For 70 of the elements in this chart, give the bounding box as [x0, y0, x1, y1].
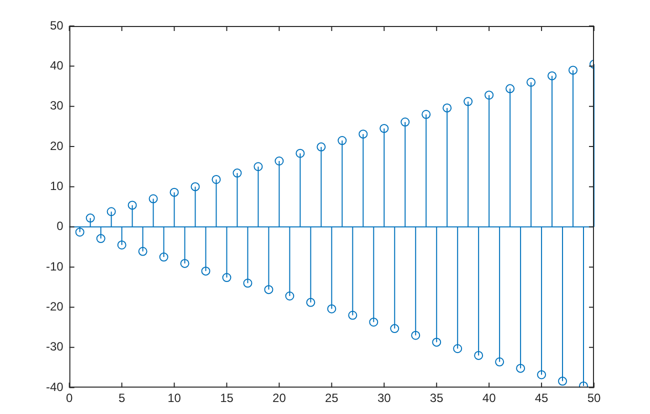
y-tick-label: 30: [50, 98, 64, 113]
point: [568, 66, 578, 75]
y-tick-label: -10: [46, 259, 64, 274]
point: [159, 252, 168, 262]
x-tick-label: 10: [168, 391, 182, 406]
point: [86, 214, 95, 223]
point: [558, 376, 568, 386]
point: [442, 103, 452, 112]
x-tick-label: 45: [534, 391, 549, 406]
point: [190, 182, 200, 192]
point: [358, 130, 368, 139]
point: [411, 330, 420, 340]
x-tick-label: 25: [324, 391, 339, 406]
point: [138, 246, 148, 256]
x-tick-label: 35: [430, 391, 444, 406]
y-tick-label: -40: [46, 380, 64, 394]
point: [180, 258, 190, 268]
x-tick-label: 0: [66, 391, 73, 406]
point: [316, 142, 326, 152]
x-tick-label: 50: [587, 391, 601, 406]
point: [400, 118, 410, 127]
point: [516, 364, 526, 373]
point: [464, 97, 473, 106]
x-tick-label: 15: [220, 391, 234, 406]
point: [148, 194, 158, 204]
point: [422, 110, 431, 119]
x-tick-label: 40: [482, 391, 496, 406]
point: [212, 174, 221, 184]
y-tick-label: 20: [50, 138, 64, 153]
point: [526, 78, 536, 87]
point: [348, 310, 358, 320]
y-tick-label: -20: [46, 300, 64, 314]
point: [106, 207, 116, 216]
point: [495, 357, 504, 366]
point: [254, 162, 263, 172]
x-tick-label: 30: [377, 391, 392, 406]
point: [506, 84, 515, 94]
x-tick-label: 20: [272, 391, 286, 406]
point: [327, 304, 336, 314]
point: [537, 370, 546, 380]
point: [432, 338, 442, 347]
point: [306, 298, 316, 307]
point: [390, 324, 400, 334]
point: [369, 318, 378, 327]
x-tick-label: 5: [118, 391, 126, 406]
point: [548, 71, 557, 80]
y-tick-label: 40: [50, 58, 64, 72]
point: [117, 240, 126, 250]
point: [264, 285, 274, 294]
y-tick-label: 10: [50, 179, 64, 194]
y-tick-label: 0: [56, 219, 64, 234]
point: [243, 278, 252, 288]
point: [128, 200, 137, 210]
point: [474, 350, 484, 360]
point: [380, 124, 389, 133]
point: [274, 156, 284, 166]
point: [296, 148, 305, 158]
y-tick-label: 50: [50, 18, 64, 32]
point: [285, 291, 294, 300]
point: [75, 228, 84, 237]
point: [453, 344, 462, 354]
point: [579, 381, 588, 388]
point: [96, 234, 106, 244]
point: [201, 266, 210, 276]
point: [232, 168, 242, 178]
point: [170, 188, 179, 197]
point: [222, 273, 232, 282]
point: [484, 90, 494, 100]
y-tick-label: -30: [46, 340, 64, 354]
point: [338, 136, 347, 146]
